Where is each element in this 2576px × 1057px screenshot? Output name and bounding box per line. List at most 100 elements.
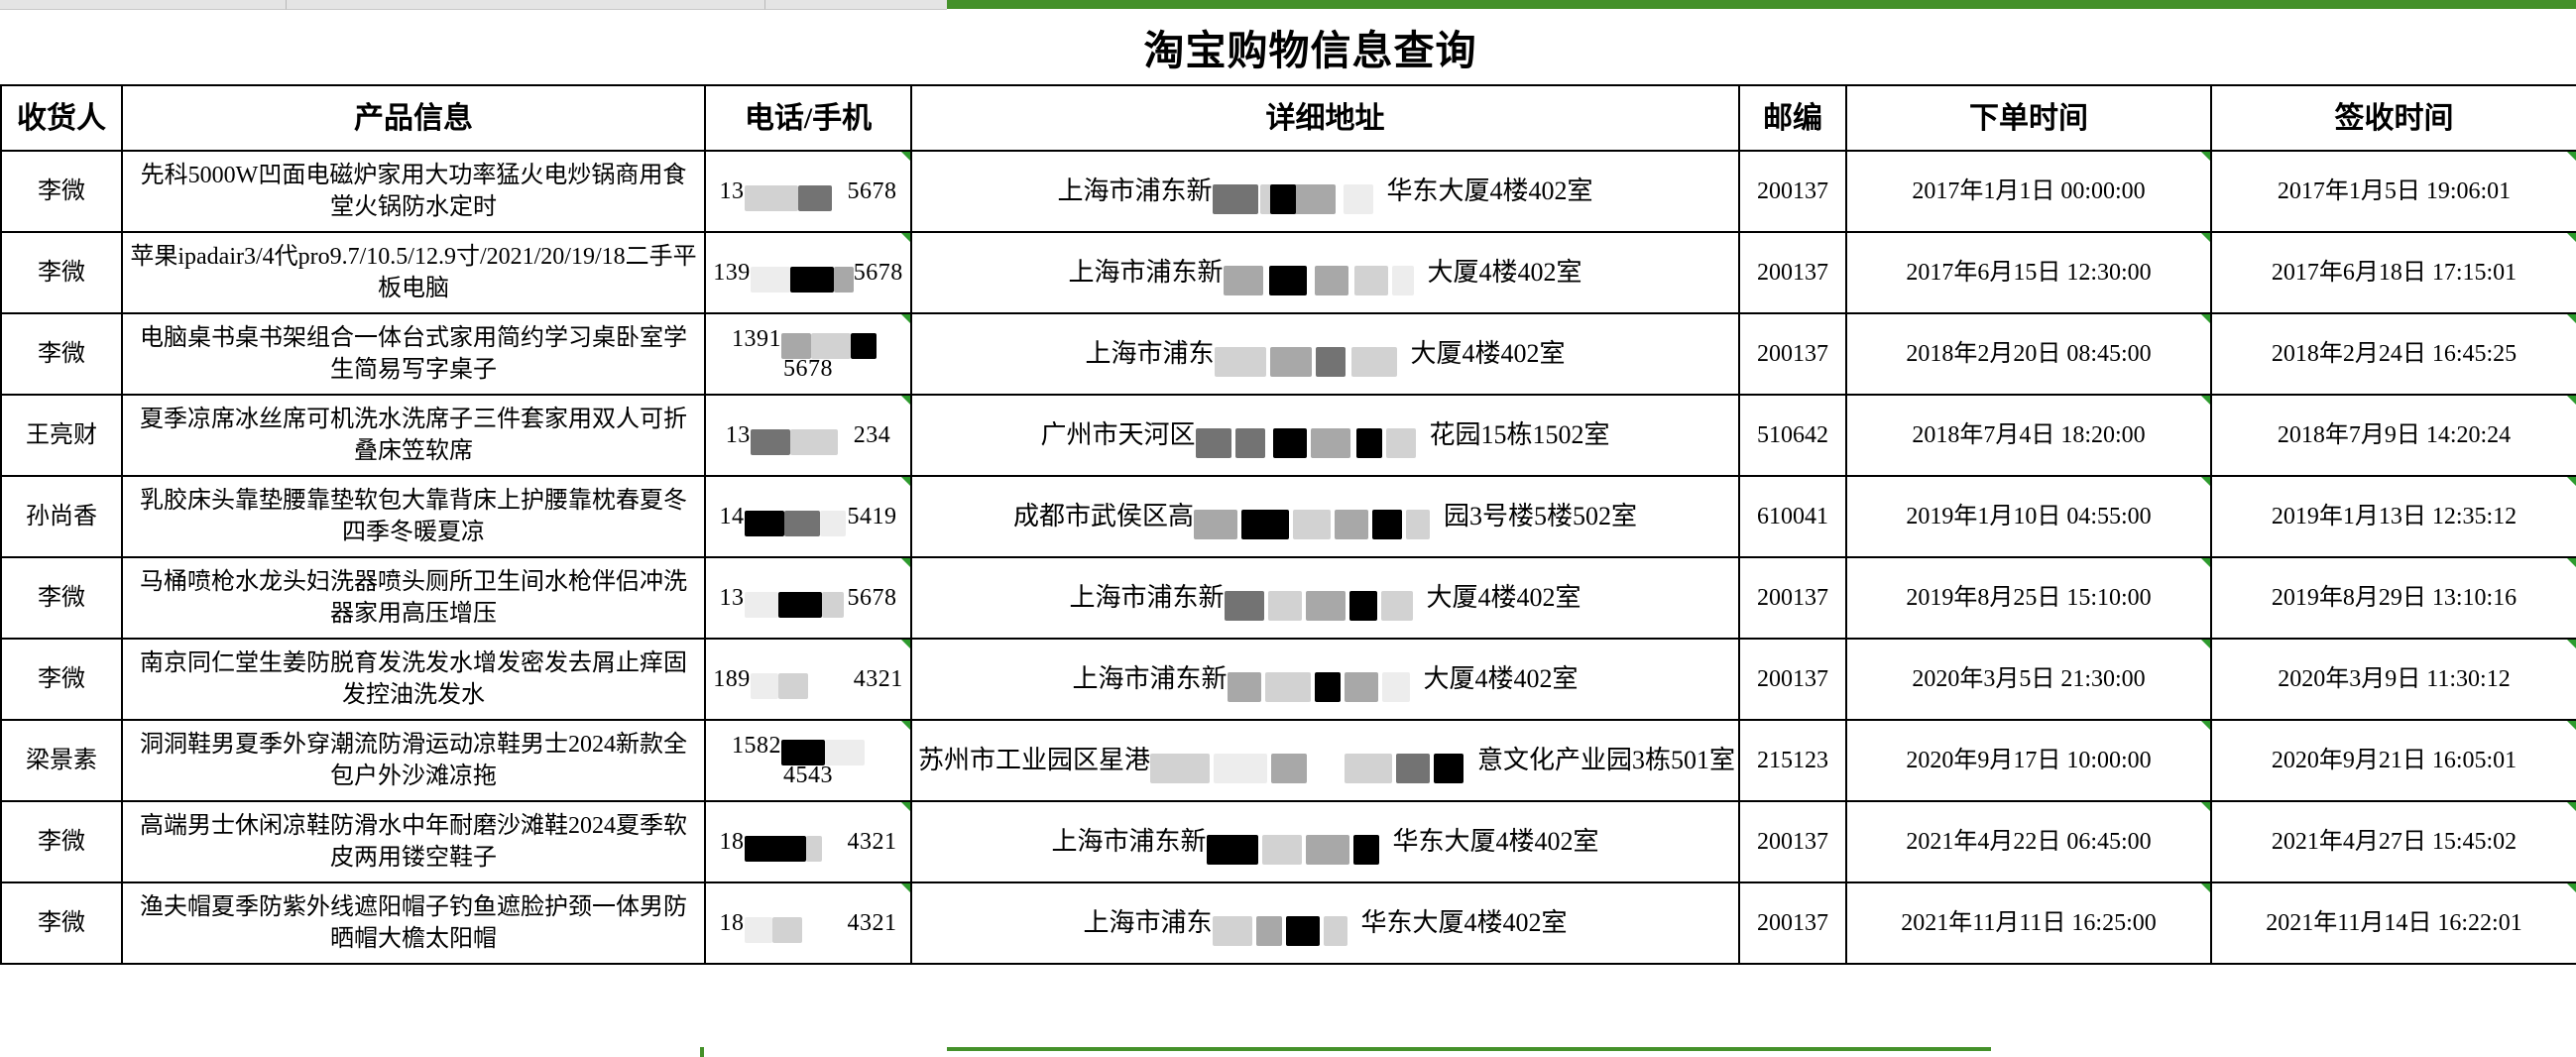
redaction-block [1291, 183, 1336, 214]
cell-product[interactable]: 渔夫帽夏季防紫外线遮阳帽子钓鱼遮脸护颈一体男防晒帽大檐太阳帽 [121, 881, 706, 965]
cell-phone[interactable]: 18 4321 [704, 881, 912, 965]
cell-recipient[interactable]: 李微 [0, 638, 123, 721]
cell-recipient[interactable]: 王亮财 [0, 394, 123, 477]
comment-marker-icon [2201, 314, 2210, 323]
cell-product[interactable]: 高端男士休闲凉鞋防滑水中年耐磨沙滩鞋2024夏季软皮两用镂空鞋子 [121, 800, 706, 883]
cell-product[interactable]: 苹果ipadair3/4代pro9.7/10.5/12.9寸/2021/20/1… [121, 231, 706, 314]
cell-phone[interactable]: 18 4321 [704, 800, 912, 883]
cell-phone[interactable]: 1582 4543 [704, 719, 912, 802]
redaction-block [1271, 753, 1308, 783]
redaction-block [1285, 915, 1320, 946]
redaction-block [1385, 427, 1416, 458]
cell-phone[interactable]: 14 5419 [704, 475, 912, 558]
cell-recipient[interactable]: 李微 [0, 556, 123, 640]
redacted-address: 上海市浦东新 大厦4楼402室 [1069, 582, 1581, 621]
cell-recipient[interactable]: 孙尚香 [0, 475, 123, 558]
cell-order-time[interactable]: 2017年1月1日 00:00:00 [1845, 150, 2212, 233]
column-header-recipient[interactable]: 收货人 [0, 84, 123, 152]
cell-phone[interactable]: 13 5678 [704, 150, 912, 233]
cell-recipient[interactable]: 李微 [0, 231, 123, 314]
cell-order-time[interactable]: 2020年3月5日 21:30:00 [1845, 638, 2212, 721]
cell-sign-time[interactable]: 2019年1月13日 12:35:12 [2210, 475, 2576, 558]
cell-phone[interactable]: 189 4321 [704, 638, 912, 721]
comment-marker-icon [901, 396, 910, 405]
cell-order-time[interactable]: 2019年8月25日 15:10:00 [1845, 556, 2212, 640]
comment-marker-icon [2567, 721, 2576, 730]
cell-postcode[interactable]: 200137 [1738, 312, 1847, 396]
comment-marker-icon [901, 721, 910, 730]
cell-order-time[interactable]: 2020年9月17日 10:00:00 [1845, 719, 2212, 802]
cell-order-time[interactable]: 2021年4月22日 06:45:00 [1845, 800, 2212, 883]
column-header-product[interactable]: 产品信息 [121, 84, 706, 152]
cell-order-time[interactable]: 2017年6月15日 12:30:00 [1845, 231, 2212, 314]
column-header-phone[interactable]: 电话/手机 [704, 84, 912, 152]
toolbar-segment-mid [287, 0, 765, 10]
column-header-order-time[interactable]: 下单时间 [1845, 84, 2212, 152]
cell-order-time[interactable]: 2019年1月10日 04:55:00 [1845, 475, 2212, 558]
cell-sign-time[interactable]: 2021年4月27日 15:45:02 [2210, 800, 2576, 883]
cell-product[interactable]: 先科5000W凹面电磁炉家用大功率猛火电炒锅商用食堂火锅防水定时 [121, 150, 706, 233]
cell-address[interactable]: 上海市浦东 华东大厦4楼402室 [910, 881, 1740, 965]
cell-recipient[interactable]: 李微 [0, 150, 123, 233]
column-header-sign-time[interactable]: 签收时间 [2210, 84, 2576, 152]
redaction-block [1381, 671, 1410, 702]
cell-product[interactable]: 南京同仁堂生姜防脱育发洗发水增发密发去屑止痒固发控油洗发水 [121, 638, 706, 721]
redaction-block [1224, 590, 1264, 621]
cell-address[interactable]: 成都市武侯区高 园3号楼5楼502室 [910, 475, 1740, 558]
cell-sign-time[interactable]: 2020年3月9日 11:30:12 [2210, 638, 2576, 721]
cell-postcode[interactable]: 215123 [1738, 719, 1847, 802]
cell-postcode[interactable]: 200137 [1738, 556, 1847, 640]
table-header-row: 收货人 产品信息 电话/手机 详细地址 邮编 下单时间 签收时间 [0, 84, 2576, 152]
cell-phone[interactable]: 139 5678 [704, 231, 912, 314]
cell-sign-time[interactable]: 2019年8月29日 13:10:16 [2210, 556, 2576, 640]
cell-address[interactable]: 上海市浦东新 大厦4楼402室 [910, 638, 1740, 721]
cell-address[interactable]: 上海市浦东新 大厦4楼402室 [910, 556, 1740, 640]
redaction-block [1264, 671, 1311, 702]
cell-address[interactable]: 上海市浦东 大厦4楼402室 [910, 312, 1740, 396]
cell-address[interactable]: 苏州市工业园区星港 意文化产业园3栋501室 [910, 719, 1740, 802]
redacted-address: 上海市浦东新 大厦4楼402室 [1072, 663, 1579, 702]
redacted-phone: 13 5678 [720, 176, 897, 211]
redaction-block [1214, 753, 1268, 783]
redacted-phone: 189 4321 [713, 664, 903, 699]
cell-address[interactable]: 上海市浦东新 华东大厦4楼402室 [910, 800, 1740, 883]
cell-address[interactable]: 上海市浦东新 华东大厦4楼402室 [910, 150, 1740, 233]
cell-postcode[interactable]: 510642 [1738, 394, 1847, 477]
cell-postcode[interactable]: 200137 [1738, 231, 1847, 314]
cell-address[interactable]: 上海市浦东新 大厦4楼402室 [910, 231, 1740, 314]
cell-recipient[interactable]: 李微 [0, 881, 123, 965]
cell-postcode[interactable]: 200137 [1738, 881, 1847, 965]
comment-marker-icon [2567, 152, 2576, 161]
cell-sign-time[interactable]: 2018年7月9日 14:20:24 [2210, 394, 2576, 477]
cell-sign-time[interactable]: 2021年11月14日 16:22:01 [2210, 881, 2576, 965]
cell-recipient[interactable]: 梁景素 [0, 719, 123, 802]
cell-product[interactable]: 电脑桌书桌书架组合一体台式家用简约学习桌卧室学生简易写字桌子 [121, 312, 706, 396]
cell-phone[interactable]: 13 5678 [704, 556, 912, 640]
redaction-block [1227, 671, 1261, 702]
cell-sign-time[interactable]: 2020年9月21日 16:05:01 [2210, 719, 2576, 802]
cell-postcode[interactable]: 200137 [1738, 800, 1847, 883]
cell-sign-time[interactable]: 2017年6月18日 17:15:01 [2210, 231, 2576, 314]
column-header-postcode[interactable]: 邮编 [1738, 84, 1847, 152]
cell-postcode[interactable]: 610041 [1738, 475, 1847, 558]
redaction-block [811, 333, 851, 359]
cell-sign-time[interactable]: 2017年1月5日 19:06:01 [2210, 150, 2576, 233]
comment-marker-icon [2567, 558, 2576, 567]
cell-product[interactable]: 乳胶床头靠垫腰靠垫软包大靠背床上护腰靠枕春夏冬四季冬暖夏凉 [121, 475, 706, 558]
cell-phone[interactable]: 13 234 [704, 394, 912, 477]
cell-postcode[interactable]: 200137 [1738, 150, 1847, 233]
cell-postcode[interactable]: 200137 [1738, 638, 1847, 721]
redaction-block [1268, 265, 1307, 295]
cell-product[interactable]: 洞洞鞋男夏季外穿潮流防滑运动凉鞋男士2024新款全包户外沙滩凉拖 [121, 719, 706, 802]
cell-order-time[interactable]: 2021年11月11日 16:25:00 [1845, 881, 2212, 965]
cell-order-time[interactable]: 2018年2月20日 08:45:00 [1845, 312, 2212, 396]
cell-sign-time[interactable]: 2018年2月24日 16:45:25 [2210, 312, 2576, 396]
column-header-address[interactable]: 详细地址 [910, 84, 1740, 152]
cell-recipient[interactable]: 李微 [0, 312, 123, 396]
cell-product[interactable]: 夏季凉席冰丝席可机洗水洗席子三件套家用双人可折叠床笠软席 [121, 394, 706, 477]
cell-order-time[interactable]: 2018年7月4日 18:20:00 [1845, 394, 2212, 477]
cell-product[interactable]: 马桶喷枪水龙头妇洗器喷头厕所卫生间水枪伴侣冲洗器家用高压增压 [121, 556, 706, 640]
cell-phone[interactable]: 1391 5678 [704, 312, 912, 396]
cell-address[interactable]: 广州市天河区 花园15栋1502室 [910, 394, 1740, 477]
cell-recipient[interactable]: 李微 [0, 800, 123, 883]
